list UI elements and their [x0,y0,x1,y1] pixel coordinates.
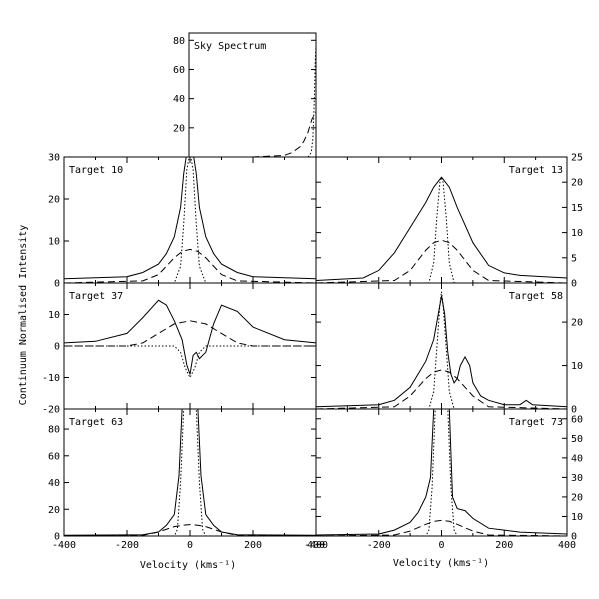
panel-frame [315,408,568,537]
panel-series-group [64,157,316,283]
panel-target-10: 0 10 20 30 Target 10 [48,153,317,290]
series-dashed-line [316,519,567,536]
series-solid-line [64,299,316,375]
x-tick-label: 0 [438,540,444,551]
y-axis-title: Continuum Normalised Intensity [18,225,29,406]
x-tick-label: -200 [367,540,391,551]
y-tick-label: -10 [42,373,60,384]
y-tick-label: 20 [48,505,60,516]
panel-sky-spectrum: 20 40 60 80 Sky Spectrum [173,32,317,158]
x-tick-label: 0 [187,540,193,551]
series-dashed-line [316,239,567,283]
x-tick-label: 400 [307,540,325,551]
series-dashed-line [64,248,316,283]
series-dashed-line [64,524,316,536]
y-tick-label: 0 [54,342,60,353]
series-dotted-line [64,409,316,536]
panel-series-group [64,299,316,379]
y-tick-label: 0 [571,405,577,416]
series-solid-line [316,409,567,536]
y-tick-label: 10 [571,512,583,523]
y-tick-label: 0 [571,279,577,290]
panel-title: Target 37 [69,291,123,302]
series-dotted-line [316,175,567,283]
panel-target-73: 0 10 20 30 40 50 60 -400 -200 0 200 400 Target 73 [304,408,583,551]
series-solid-line [316,295,567,408]
y-tick-label: 0 [54,532,60,543]
x-axis-title-left: Velocity (kms⁻¹) [140,560,236,571]
series-dashed-line [64,320,316,347]
series-solid-line [316,176,567,281]
series-dotted-line [316,291,567,409]
x-tick-label: -400 [52,540,76,551]
panel-title: Sky Spectrum [194,41,266,52]
panel-series-group [316,175,567,283]
y-tick-label: 30 [571,473,583,484]
y-tick-label: 5 [571,253,577,264]
panels-group: 20 40 60 80 Sky Spectrum 0 10 20 30 Target 10 0 5 10… [42,32,583,551]
panel-title: Target 58 [509,291,563,302]
y-tick-label: 60 [48,451,60,462]
panel-series-group [64,409,316,536]
y-tick-label: 20 [571,178,583,189]
y-tick-label: 15 [571,203,583,214]
x-tick-label: 200 [244,540,262,551]
x-tick-label: -400 [304,540,328,551]
y-tick-label: 10 [48,237,60,248]
x-tick-label: 400 [558,540,576,551]
panel-target-37: -20 -10 0 10 Target 37 [42,282,317,416]
series-dotted-line [64,345,316,379]
y-tick-label: 40 [571,453,583,464]
panel-title: Target 73 [509,417,563,428]
y-tick-label: 10 [571,361,583,372]
y-tick-label: 50 [571,434,583,445]
y-tick-label: 10 [48,310,60,321]
y-tick-label: 60 [571,414,583,425]
y-tick-label: 40 [48,478,60,489]
series-dotted-line [316,409,567,536]
y-tick-label: 80 [173,36,185,47]
y-tick-label: 40 [173,94,185,105]
y-tick-label: -20 [42,405,60,416]
y-tick-label: 10 [571,228,583,239]
panel-target-13: 0 5 10 15 20 25 Target 13 [315,153,583,290]
series-dashed-line [316,369,567,409]
x-tick-label: -200 [115,540,139,551]
panel-title: Target 10 [69,165,123,176]
panel-target-58: 0 10 20 Target 58 [315,282,583,416]
y-tick-label: 80 [48,425,60,436]
y-tick-label: 20 [173,123,185,134]
y-tick-label: 0 [54,279,60,290]
y-tick-label: 20 [571,492,583,503]
panel-series-group [316,409,567,536]
y-tick-label: 20 [571,318,583,329]
y-tick-label: 20 [48,195,60,206]
x-tick-label: 200 [495,540,513,551]
series-solid-line [64,157,316,280]
panel-series-group [316,291,567,409]
panel-title: Target 13 [509,165,563,176]
y-tick-label: 30 [48,153,60,164]
panel-frame [63,408,317,537]
panel-title: Target 63 [69,417,123,428]
y-tick-label: 60 [173,65,185,76]
y-tick-label: 0 [571,532,577,543]
x-axis-title-right: Velocity (kms⁻¹) [393,558,489,569]
panel-target-63: 0 20 40 60 80 -400 -200 0 200 400 Target 63 [48,408,325,551]
y-tick-label: 25 [571,153,583,164]
series-solid-line [64,409,316,536]
